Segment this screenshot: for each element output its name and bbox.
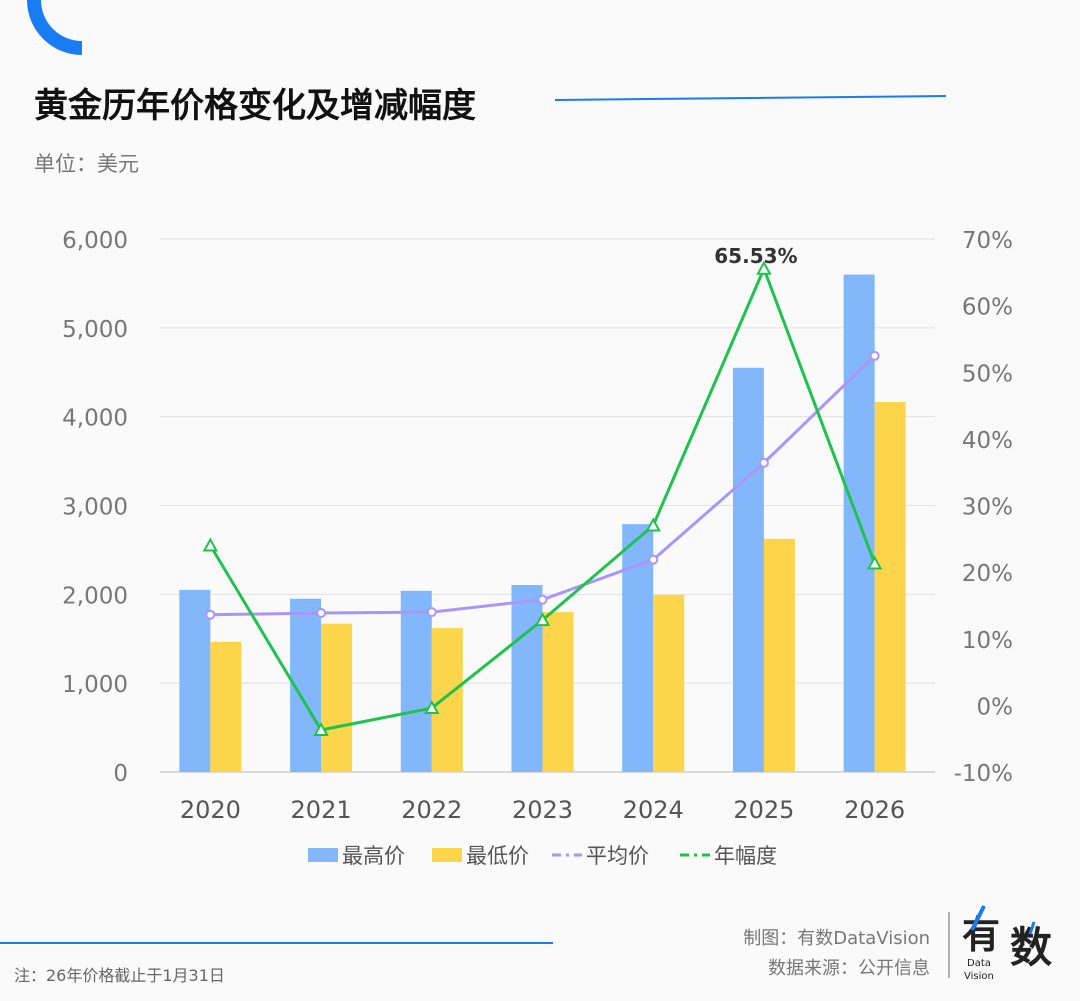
x-tick-label: 2020: [180, 796, 241, 824]
bar-low-2024: [653, 594, 685, 772]
legend-label: 平均价: [586, 844, 649, 868]
x-tick-label: 2025: [733, 796, 794, 824]
amp-point-2023: [534, 612, 551, 627]
logo-vision-text: Vision: [964, 971, 994, 982]
left-tick-label: 0: [113, 761, 128, 787]
avg-point-2021: [316, 607, 327, 618]
x-tick-label: 2026: [844, 796, 905, 824]
logo-char-you: 有: [962, 913, 1000, 957]
legend-swatch: [432, 848, 462, 862]
logo: 有 数 Data Vision: [962, 905, 1052, 982]
bar-low-2022: [431, 628, 463, 772]
avg-point-2022: [426, 607, 437, 618]
left-tick-label: 1,000: [62, 672, 128, 698]
legend-label: 年幅度: [714, 844, 777, 868]
bar-low-2023: [542, 612, 574, 772]
left-tick-label: 4,000: [62, 406, 128, 432]
bar-high-2025: [732, 367, 764, 772]
amp-point-2024: [645, 517, 661, 532]
page-title: 黄金历年价格变化及增减幅度: [34, 86, 476, 126]
x-tick-label: 2022: [401, 796, 462, 824]
footnote: 注：26年价格截止于1月31日: [14, 966, 225, 985]
bar-low-2025: [763, 538, 795, 772]
right-tick-label: 30%: [962, 495, 1013, 521]
left-tick-label: 6,000: [62, 228, 128, 254]
logo-stroke: [1028, 921, 1036, 935]
amp-point-2022: [424, 699, 440, 715]
bar-low-2020: [210, 641, 242, 772]
avg-point-2020: [205, 609, 216, 620]
corner-arc-decoration: [27, 0, 83, 55]
left-tick-label: 5,000: [62, 317, 128, 343]
legend-label: 最高价: [342, 844, 405, 868]
right-tick-label: 10%: [962, 628, 1013, 654]
bar-low-2021: [321, 623, 353, 772]
bar-low-2026: [874, 402, 906, 772]
x-tick-label: 2021: [291, 796, 352, 824]
avg-point-2024: [648, 554, 659, 565]
bar-high-2023: [511, 585, 543, 772]
avg-point-2026: [869, 350, 880, 361]
chart-plot: 0 1,000 2,000 3,000 4,000 5,000 6,000 -10% 0% 10%…: [62, 228, 1013, 868]
credit-text: 制图：有数DataVision: [743, 928, 930, 949]
logo-data-text: Data: [967, 958, 991, 969]
unit-label: 单位：美元: [34, 152, 139, 176]
amp-point-2025: [756, 260, 772, 275]
right-tick-label: -10%: [954, 761, 1013, 787]
data-label: 65.53%: [714, 244, 797, 268]
avg-point-2023: [537, 594, 548, 605]
left-tick-label: 2,000: [62, 583, 128, 609]
x-tick-label: 2023: [512, 796, 573, 824]
amp-point-2020: [202, 537, 219, 552]
logo-stroke: [970, 905, 986, 931]
legend-label: 最低价: [466, 844, 529, 868]
right-tick-label: 60%: [962, 295, 1013, 321]
amp-point-2021: [313, 721, 329, 737]
bar-high-2022: [400, 590, 432, 772]
amp-point-2026: [866, 555, 883, 570]
title-underline: [554, 95, 947, 101]
left-tick-label: 3,000: [62, 495, 128, 521]
x-tick-label: 2024: [623, 796, 684, 824]
legend-swatch: [308, 848, 338, 862]
bar-high-2020: [179, 589, 211, 772]
right-tick-label: 50%: [962, 361, 1013, 387]
avg-point-2025: [758, 457, 769, 468]
source-text: 数据来源：公开信息: [768, 958, 930, 979]
right-tick-label: 70%: [962, 228, 1013, 254]
right-tick-label: 0%: [977, 694, 1014, 720]
right-tick-label: 20%: [962, 561, 1013, 587]
right-tick-label: 40%: [962, 428, 1013, 454]
